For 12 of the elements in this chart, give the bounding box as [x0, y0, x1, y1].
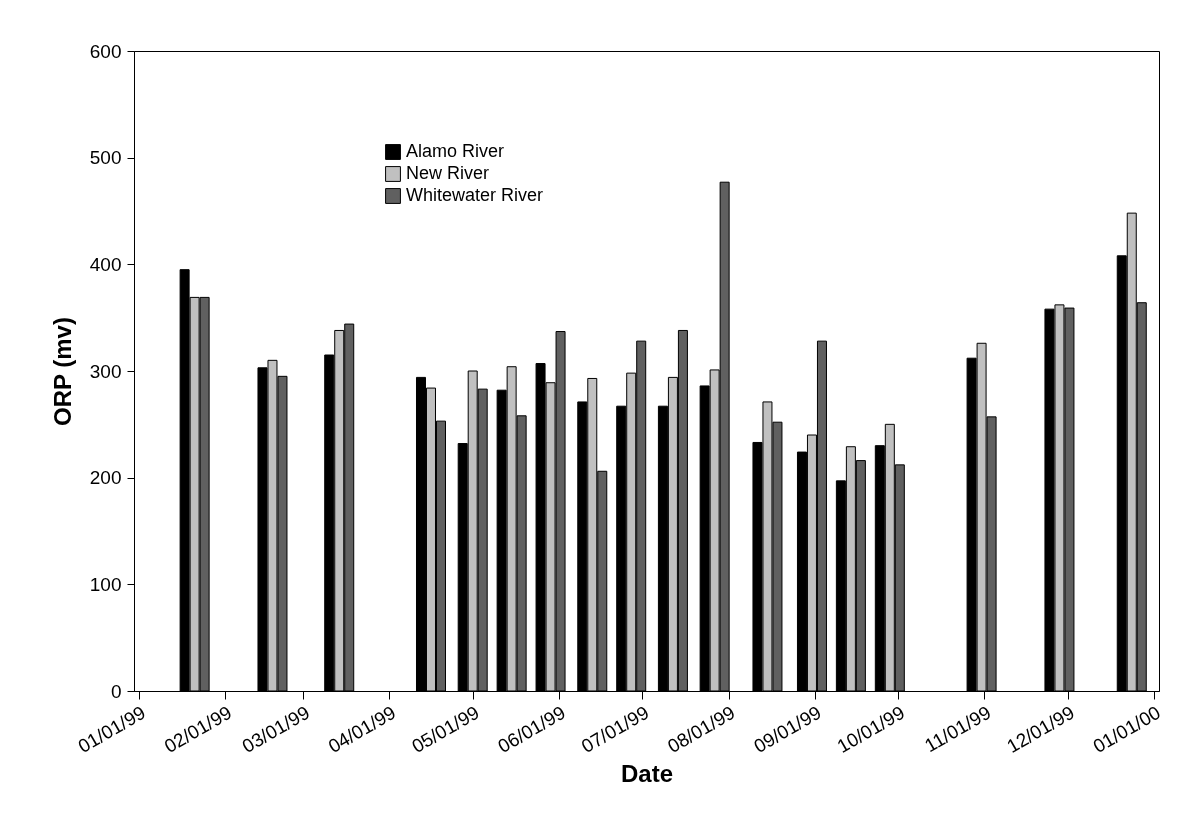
- legend-label: New River: [406, 163, 490, 183]
- legend-label: Alamo River: [406, 141, 505, 161]
- legend-label: Whitewater River: [406, 185, 544, 205]
- y-tick-label: 400: [89, 253, 122, 275]
- y-tick-label: 500: [89, 147, 122, 169]
- y-tick-label: 200: [89, 467, 122, 489]
- y-tick-label: 300: [89, 360, 122, 382]
- y-tick-label: 600: [89, 40, 122, 62]
- y-tick-label: 0: [110, 680, 122, 702]
- x-axis-title: Date: [620, 759, 674, 787]
- y-tick-label: 100: [89, 573, 122, 595]
- y-axis-title: ORP (mv): [48, 317, 76, 426]
